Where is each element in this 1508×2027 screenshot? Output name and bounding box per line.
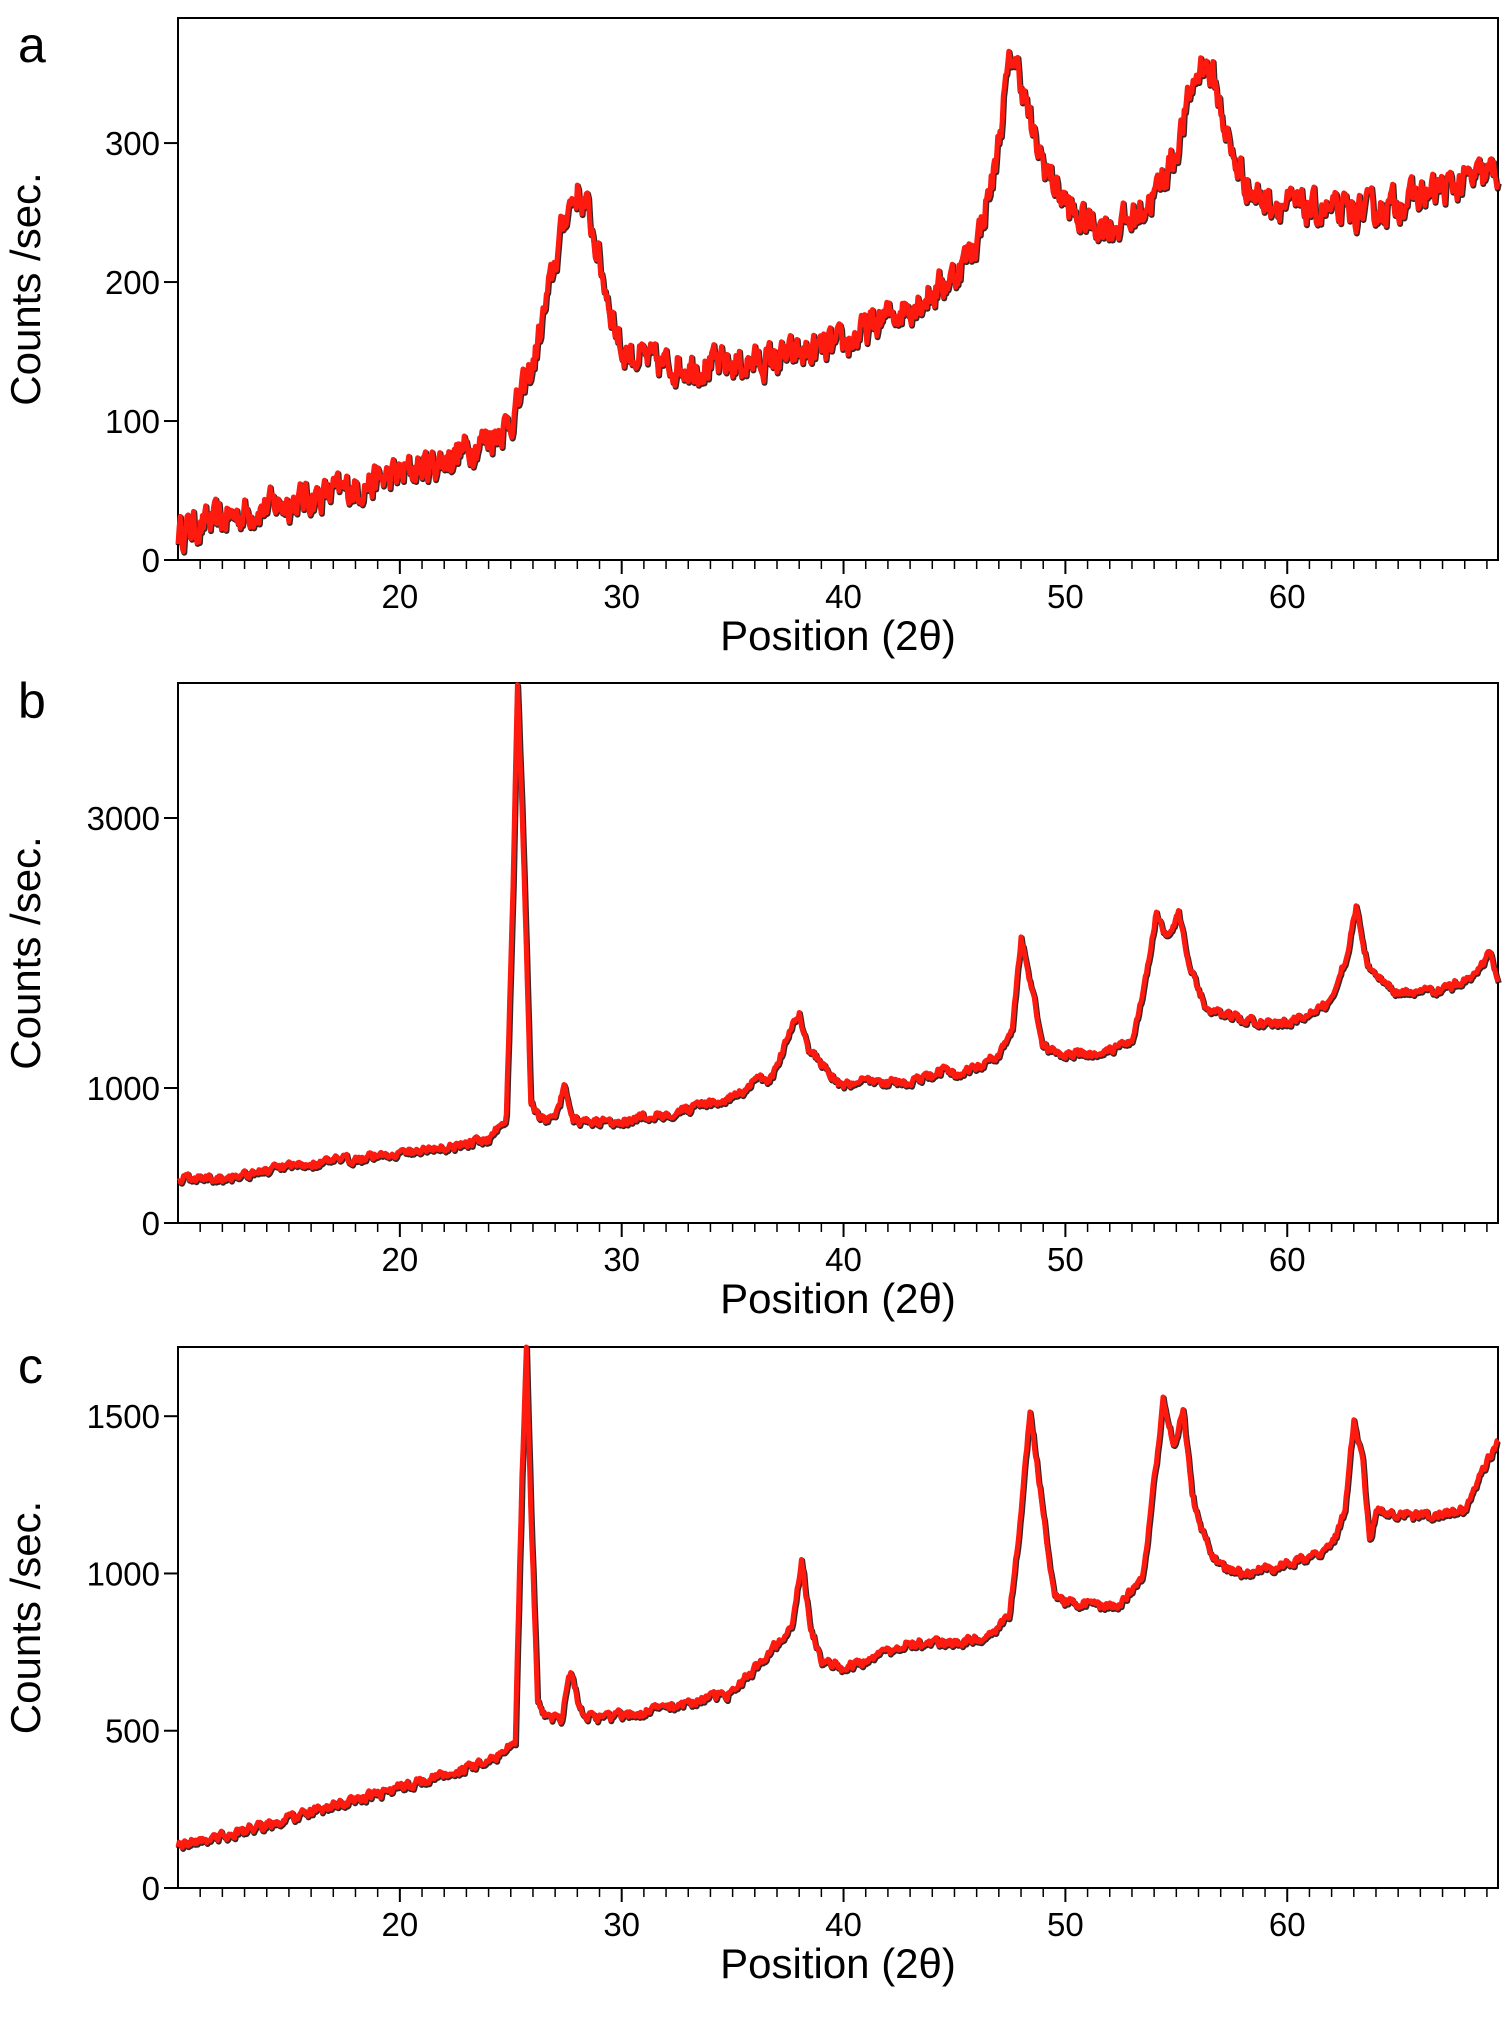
series-line	[175, 1344, 1500, 1851]
panel-b: b 20 30 40 50 60 0 1000 3000 Position (2θ) Counts …	[2, 673, 1502, 1322]
x-tick-label: 50	[1047, 578, 1084, 615]
y-tick-label: 1000	[87, 1555, 160, 1592]
series-line-shadow	[176, 683, 1502, 1187]
series-line	[176, 682, 1501, 1185]
x-tick-label: 60	[1269, 1906, 1306, 1943]
plot-frame	[177, 17, 1499, 561]
x-axis-label: Position (2θ)	[720, 1275, 956, 1322]
x-axis-label: Position (2θ)	[720, 1940, 956, 1987]
y-tick-label: 0	[142, 1870, 160, 1907]
x-tick-label: 50	[1047, 1906, 1084, 1943]
y-tick-label: 100	[105, 403, 160, 440]
y-tick-label: 3000	[87, 800, 160, 837]
series-line-shadow	[175, 1345, 1501, 1852]
x-tick-label: 30	[603, 1241, 640, 1278]
panel-letter: a	[18, 17, 46, 73]
y-axis-label: Counts /sec.	[2, 1501, 49, 1734]
x-tick-label: 40	[825, 1241, 862, 1278]
x-tick-label: 50	[1047, 1241, 1084, 1278]
x-tick-label: 60	[1269, 578, 1306, 615]
x-tick-label: 20	[381, 1241, 418, 1278]
panel-letter: b	[18, 673, 46, 729]
panel-letter: c	[18, 1338, 43, 1394]
y-tick-label: 1500	[87, 1398, 160, 1435]
y-tick-label: 500	[105, 1713, 160, 1750]
panel-c: c 20 30 40 50 60 0 500 1000 1500 Position (2θ) Coun…	[2, 1338, 1501, 1987]
x-tick-label: 30	[603, 578, 640, 615]
x-tick-label: 30	[603, 1906, 640, 1943]
x-tick-label: 40	[825, 578, 862, 615]
y-axis-label: Counts /sec.	[2, 172, 49, 405]
plot-frame	[177, 1346, 1499, 1889]
y-tick-label: 300	[105, 125, 160, 162]
x-tick-label: 40	[825, 1906, 862, 1943]
y-axis-label: Counts /sec.	[2, 836, 49, 1069]
y-tick-label: 200	[105, 264, 160, 301]
y-tick-label: 0	[142, 1205, 160, 1242]
y-tick-label: 1000	[87, 1070, 160, 1107]
x-tick-label: 60	[1269, 1241, 1306, 1278]
plot-frame	[177, 682, 1499, 1224]
series-line	[175, 48, 1501, 554]
x-tick-label: 20	[381, 1906, 418, 1943]
y-tick-label: 0	[142, 542, 160, 579]
panel-a: a 20 30 40 50 60 0 100 200 300 Position (2θ) Counts…	[2, 17, 1502, 659]
x-axis-label: Position (2θ)	[720, 612, 956, 659]
x-tick-label: 20	[381, 578, 418, 615]
